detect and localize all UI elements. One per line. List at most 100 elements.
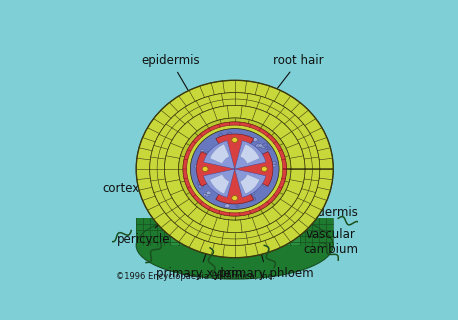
Ellipse shape — [234, 165, 239, 168]
Ellipse shape — [234, 191, 238, 195]
Ellipse shape — [228, 196, 233, 200]
Ellipse shape — [197, 169, 202, 173]
Text: cortex: cortex — [103, 178, 146, 195]
Text: primary phloem: primary phloem — [219, 195, 314, 280]
Ellipse shape — [232, 173, 238, 177]
Ellipse shape — [229, 138, 232, 141]
Ellipse shape — [245, 141, 250, 145]
Polygon shape — [164, 105, 305, 233]
Ellipse shape — [234, 143, 237, 146]
Ellipse shape — [252, 138, 257, 141]
Ellipse shape — [191, 129, 279, 209]
Ellipse shape — [231, 169, 234, 172]
Polygon shape — [210, 144, 229, 164]
Ellipse shape — [226, 167, 230, 170]
Ellipse shape — [233, 170, 237, 173]
Ellipse shape — [222, 158, 226, 161]
Ellipse shape — [231, 170, 236, 173]
Ellipse shape — [244, 154, 247, 157]
Ellipse shape — [243, 190, 247, 194]
Ellipse shape — [211, 148, 216, 152]
Ellipse shape — [236, 156, 241, 159]
Ellipse shape — [236, 171, 240, 173]
Ellipse shape — [220, 193, 224, 196]
Ellipse shape — [224, 197, 229, 201]
Ellipse shape — [228, 132, 231, 135]
Ellipse shape — [197, 160, 202, 164]
Ellipse shape — [232, 167, 236, 171]
Ellipse shape — [224, 204, 230, 208]
Ellipse shape — [213, 159, 218, 163]
Ellipse shape — [232, 138, 238, 142]
Ellipse shape — [200, 178, 203, 180]
Ellipse shape — [263, 143, 268, 147]
Ellipse shape — [206, 152, 210, 156]
Ellipse shape — [236, 196, 240, 198]
Ellipse shape — [233, 170, 237, 173]
Ellipse shape — [203, 159, 207, 163]
Ellipse shape — [212, 182, 216, 185]
Ellipse shape — [272, 164, 276, 167]
Ellipse shape — [239, 140, 244, 144]
Ellipse shape — [234, 163, 237, 165]
Ellipse shape — [233, 168, 237, 171]
Ellipse shape — [232, 149, 236, 153]
Ellipse shape — [251, 197, 256, 201]
Ellipse shape — [206, 191, 211, 195]
Ellipse shape — [136, 212, 333, 279]
Ellipse shape — [202, 152, 206, 156]
Ellipse shape — [221, 174, 226, 178]
Ellipse shape — [225, 150, 229, 153]
Ellipse shape — [211, 169, 216, 173]
Ellipse shape — [235, 158, 239, 161]
Ellipse shape — [207, 161, 210, 164]
Polygon shape — [196, 152, 235, 186]
Ellipse shape — [234, 172, 239, 175]
Ellipse shape — [229, 168, 234, 172]
Ellipse shape — [272, 161, 276, 165]
Ellipse shape — [252, 183, 256, 187]
Polygon shape — [216, 169, 254, 204]
Ellipse shape — [255, 158, 260, 162]
Ellipse shape — [229, 157, 234, 160]
Ellipse shape — [228, 167, 234, 171]
Ellipse shape — [238, 163, 241, 165]
Polygon shape — [235, 152, 273, 186]
Ellipse shape — [249, 155, 252, 157]
Ellipse shape — [245, 140, 250, 143]
Ellipse shape — [225, 163, 228, 165]
Ellipse shape — [256, 140, 259, 141]
Polygon shape — [210, 174, 229, 194]
Ellipse shape — [218, 163, 222, 166]
Ellipse shape — [239, 159, 244, 163]
Ellipse shape — [234, 194, 239, 197]
Ellipse shape — [232, 167, 236, 171]
Ellipse shape — [241, 157, 246, 161]
Ellipse shape — [207, 151, 211, 155]
Ellipse shape — [207, 153, 212, 156]
Polygon shape — [203, 141, 235, 169]
Ellipse shape — [228, 173, 231, 175]
Ellipse shape — [232, 168, 237, 172]
Ellipse shape — [224, 190, 229, 194]
Ellipse shape — [205, 194, 209, 197]
Polygon shape — [235, 169, 266, 197]
Ellipse shape — [237, 164, 240, 166]
Ellipse shape — [233, 169, 237, 173]
Ellipse shape — [233, 169, 236, 172]
Ellipse shape — [224, 160, 229, 164]
Ellipse shape — [247, 168, 251, 171]
Ellipse shape — [218, 167, 224, 171]
Ellipse shape — [241, 169, 245, 172]
Polygon shape — [150, 92, 320, 245]
Ellipse shape — [261, 145, 266, 148]
Ellipse shape — [256, 144, 261, 148]
Ellipse shape — [198, 185, 203, 188]
Polygon shape — [179, 118, 291, 220]
Ellipse shape — [246, 164, 250, 167]
Ellipse shape — [267, 148, 271, 150]
Ellipse shape — [203, 181, 207, 184]
Ellipse shape — [229, 164, 233, 167]
Ellipse shape — [226, 134, 230, 138]
Ellipse shape — [219, 133, 223, 137]
